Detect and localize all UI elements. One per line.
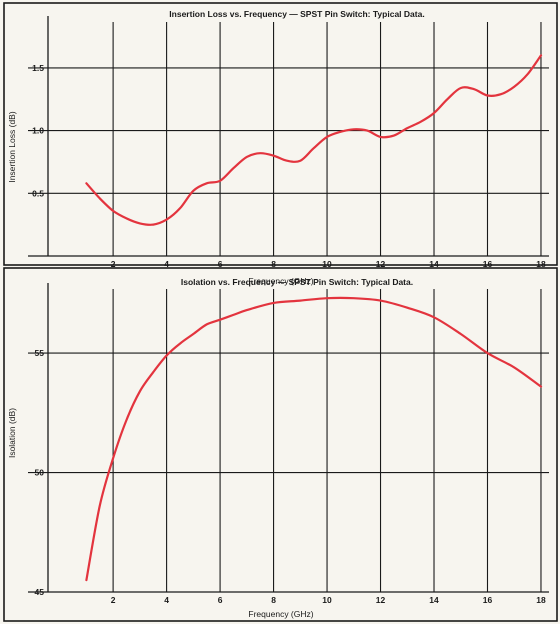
y-tick-label: 55 xyxy=(35,348,45,358)
y-tick-label: 1.5 xyxy=(32,63,44,73)
series-layer xyxy=(85,54,543,226)
x-tick-label: 18 xyxy=(536,259,546,269)
x-tick-label: 12 xyxy=(376,259,386,269)
x-tick-label: 4 xyxy=(164,259,169,269)
x-tick-label: 2 xyxy=(111,595,116,605)
tick-labels: 2 4 6 8 10 12 14 16 18 0.5 1.0 1.5 xyxy=(32,63,546,269)
x-tick-label: 16 xyxy=(483,595,493,605)
y-axis-label: Insertion Loss (dB) xyxy=(7,111,17,183)
x-tick-label: 8 xyxy=(271,595,276,605)
grid xyxy=(28,283,549,593)
x-axis-label: Frequency (GHz) xyxy=(248,276,313,286)
chart-frame xyxy=(3,267,558,622)
x-tick-label: 10 xyxy=(322,259,332,269)
y-axis-label: Isolation (dB) xyxy=(7,408,17,458)
x-tick-label: 14 xyxy=(429,595,439,605)
chart-title: Insertion Loss vs. Frequency — SPST Pin … xyxy=(169,9,424,19)
x-tick-label: 12 xyxy=(376,595,386,605)
y-tick-label: 1.0 xyxy=(32,126,44,136)
x-tick-label: 10 xyxy=(322,595,332,605)
x-axis-label: Frequency (GHz) xyxy=(248,609,313,619)
chart-title: Isolation vs. Frequency — SPST Pin Switc… xyxy=(181,277,413,287)
series-line xyxy=(85,54,543,226)
chart-frame xyxy=(3,2,558,266)
x-tick-label: 8 xyxy=(271,259,276,269)
insertion-loss-chart: Insertion Loss vs. Frequency — SPST Pin … xyxy=(3,2,558,286)
x-tick-label: 6 xyxy=(218,259,223,269)
y-tick-label: 45 xyxy=(35,587,45,597)
x-tick-label: 14 xyxy=(429,259,439,269)
x-tick-label: 4 xyxy=(164,595,169,605)
y-tick-label: 0.5 xyxy=(32,188,44,198)
series-line xyxy=(85,296,543,582)
x-tick-label: 16 xyxy=(483,259,493,269)
grid xyxy=(28,16,549,257)
series-layer xyxy=(85,296,543,582)
y-tick-label: 50 xyxy=(35,468,45,478)
x-tick-label: 6 xyxy=(218,595,223,605)
x-tick-label: 18 xyxy=(536,595,546,605)
isolation-chart: Isolation vs. Frequency — SPST Pin Switc… xyxy=(3,267,558,622)
tick-labels: 2 4 6 8 10 12 14 16 18 45 50 55 xyxy=(35,348,546,605)
x-tick-label: 2 xyxy=(111,259,116,269)
